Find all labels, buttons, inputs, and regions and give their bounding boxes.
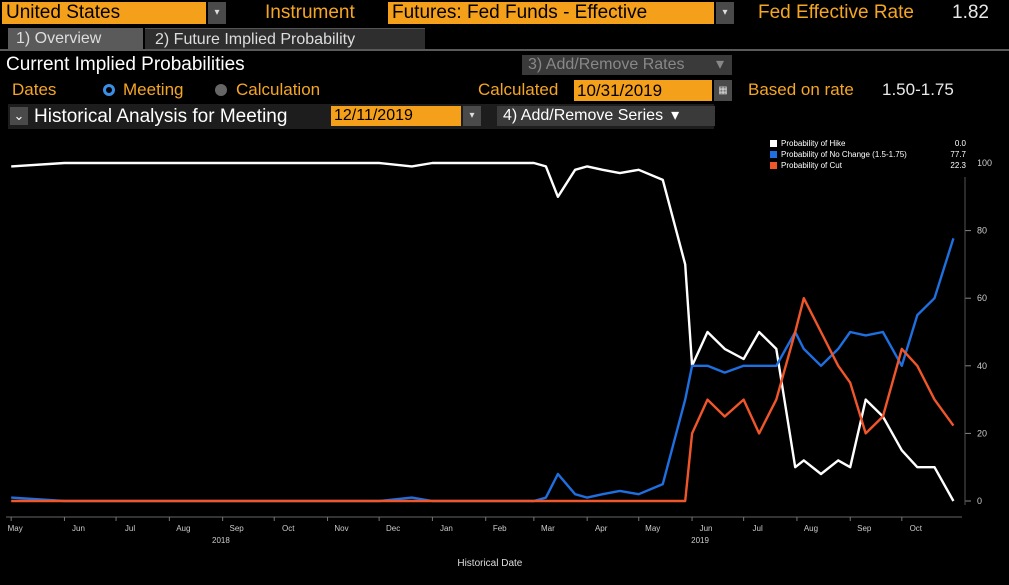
add-remove-series-label: 4) Add/Remove Series [503,107,664,124]
legend-entry-0: Probability of Hike [781,139,846,148]
historical-analysis-label: Historical Analysis for Meeting [34,106,288,127]
collapse-chevron-icon[interactable]: ⌄ [10,107,28,125]
dropdown-arrow-icon: ▾ [671,107,680,124]
y-tick-label: 20 [977,428,987,438]
legend-swatch-0 [770,140,777,147]
tab-overview[interactable]: 1) Overview [8,28,143,49]
x-tick-label: Sep [857,524,872,533]
x-tick-label: Jul [125,524,135,533]
x-tick-label: Jul [753,524,763,533]
x-tick-label: Oct [910,524,923,533]
section-title: Current Implied Probabilities [6,54,245,75]
radio-calculation-icon[interactable] [215,84,227,96]
x-tick-label: Mar [541,524,555,533]
meeting-dropdown-icon[interactable]: ▾ [463,106,481,126]
based-on-rate-label: Based on rate [748,80,854,99]
x-tick-label: Oct [282,524,295,533]
radio-meeting-icon[interactable] [103,84,115,96]
probability-chart: 0 20 40 60 80 100 May Jun Jul Aug Sep Oct Nov Dec Jan F… [6,137,992,569]
legend-value-2: 22.3 [950,161,966,170]
x-tick-label: Aug [176,524,190,533]
rate-label: Fed Effective Rate [758,2,914,23]
legend-value-0: 0.0 [955,139,967,148]
series-line-0 [11,161,955,502]
meeting-date-input[interactable]: 12/11/2019 [331,106,461,126]
series-line-1 [11,238,955,503]
legend-box [766,137,978,177]
x-tick-label: Nov [334,524,348,533]
radio-meeting-label[interactable]: Meeting [123,80,184,99]
add-remove-rates-label: 3) Add/Remove Rates [528,56,685,73]
legend-swatch-1 [770,151,777,158]
add-remove-rates-button[interactable]: 3) Add/Remove Rates ▾ [522,55,732,75]
radio-calculation-label[interactable]: Calculation [236,80,321,99]
x-axis-title: Historical Date [457,558,522,569]
x-tick-label: May [645,524,660,533]
dropdown-arrow-icon: ▾ [715,56,724,73]
x-tick-label: Jan [440,524,453,533]
calculated-label: Calculated [478,80,559,99]
y-tick-label: 80 [977,226,987,236]
based-on-rate-value: 1.50-1.75 [882,80,954,99]
x-tick-label: Aug [804,524,818,533]
year-label: 2018 [212,536,230,545]
y-tick-label: 0 [977,496,982,506]
country-dropdown-icon[interactable]: ▾ [208,2,226,24]
country-select[interactable]: United States [2,2,206,24]
tab-future-implied-probability[interactable]: 2) Future Implied Probability [145,28,425,49]
rate-value: 1.82 [952,2,989,23]
y-tick-label: 100 [977,158,992,168]
x-tick-label: Apr [595,524,608,533]
legend-entry-1: Probability of No Change (1.5-1.75) [781,150,907,159]
x-tick-label: May [8,524,23,533]
x-tick-label: Jun [72,524,85,533]
instrument-dropdown-icon[interactable]: ▾ [716,2,734,24]
x-tick-label: Dec [386,524,400,533]
legend-entry-2: Probability of Cut [781,161,843,170]
x-tick-label: Sep [230,524,245,533]
add-remove-series-button[interactable]: 4) Add/Remove Series ▾ [497,106,715,126]
legend-value-1: 77.7 [950,150,966,159]
legend-swatch-2 [770,162,777,169]
dates-label: Dates [12,80,57,99]
x-tick-label: Feb [493,524,507,533]
calendar-icon[interactable]: ▦ [714,80,732,101]
year-label: 2019 [691,536,709,545]
instrument-select[interactable]: Futures: Fed Funds - Effective [388,2,714,24]
y-tick-label: 60 [977,293,987,303]
x-tick-label: Jun [700,524,713,533]
calculated-date-input[interactable]: 10/31/2019 [574,80,712,101]
series-line-2 [11,296,955,503]
y-tick-label: 40 [977,361,987,371]
instrument-label: Instrument [265,2,355,23]
tab-divider [0,49,1009,51]
